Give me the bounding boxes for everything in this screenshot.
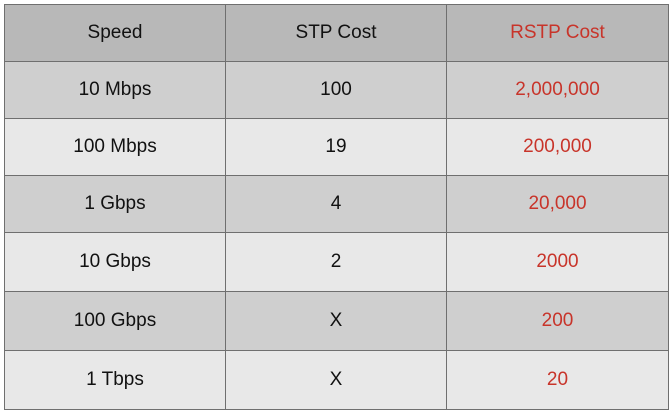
table-row: 1 Tbps X 20	[4, 350, 669, 410]
cell-speed: 100 Mbps	[4, 118, 226, 176]
cell-speed: 1 Gbps	[4, 175, 226, 233]
cell-rstp-cost: 20,000	[446, 175, 669, 233]
cell-stp-cost: X	[225, 291, 447, 351]
table-header-row: Speed STP Cost RSTP Cost	[4, 4, 669, 62]
cell-stp-cost: 100	[225, 61, 447, 119]
header-speed: Speed	[4, 4, 226, 62]
cell-stp-cost: 2	[225, 232, 447, 292]
cell-speed: 1 Tbps	[4, 350, 226, 410]
cell-speed: 100 Gbps	[4, 291, 226, 351]
cell-rstp-cost: 2,000,000	[446, 61, 669, 119]
table-row: 10 Mbps 100 2,000,000	[4, 61, 669, 119]
cell-stp-cost: 4	[225, 175, 447, 233]
cell-speed: 10 Mbps	[4, 61, 226, 119]
header-rstp-cost: RSTP Cost	[446, 4, 669, 62]
cost-comparison-table: Speed STP Cost RSTP Cost 10 Mbps 100 2,0…	[4, 4, 669, 410]
cell-rstp-cost: 20	[446, 350, 669, 410]
cell-rstp-cost: 200	[446, 291, 669, 351]
table-row: 1 Gbps 4 20,000	[4, 175, 669, 233]
cost-comparison-table-container: Speed STP Cost RSTP Cost 10 Mbps 100 2,0…	[4, 4, 669, 410]
table-row: 10 Gbps 2 2000	[4, 232, 669, 292]
cell-speed: 10 Gbps	[4, 232, 226, 292]
table-row: 100 Gbps X 200	[4, 291, 669, 351]
cell-rstp-cost: 2000	[446, 232, 669, 292]
cell-rstp-cost: 200,000	[446, 118, 669, 176]
cell-stp-cost: 19	[225, 118, 447, 176]
header-stp-cost: STP Cost	[225, 4, 447, 62]
cell-stp-cost: X	[225, 350, 447, 410]
table-row: 100 Mbps 19 200,000	[4, 118, 669, 176]
